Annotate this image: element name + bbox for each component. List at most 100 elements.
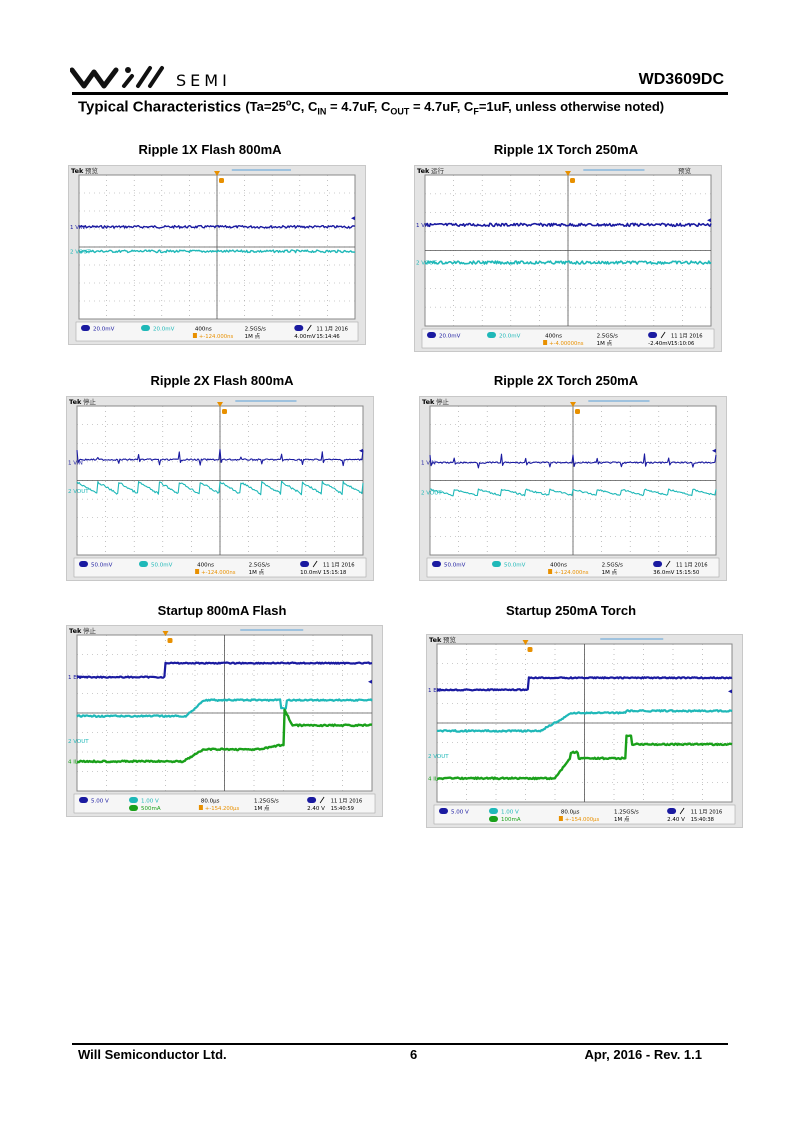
ch1-scale: 50.0mV [444,563,466,569]
offset-arrow [359,448,363,453]
ch4-badge [489,816,498,822]
channel-label: 2 VOUT [428,754,449,760]
scope-state-label: 停止 [83,626,97,635]
ch2-badge [492,561,501,567]
trigger-source-badge [307,797,317,803]
capture-date: 11 1月 2016 [331,798,363,805]
waveform-trace [436,734,733,781]
offset-arrow [728,689,732,694]
scope-mode-label: 预览 [678,166,692,175]
scope-brand-label: Tek [417,167,430,175]
offset-arrow [351,216,355,221]
scope-startup-flash: Tek 停止 1 EN 2 VOUT 4 IL 5.00 V 1.00 V 500mA 80.0… [66,625,383,817]
ch1-badge [79,561,88,567]
trigger-position-marker [217,402,223,407]
record-length: 1M 点 [254,805,270,812]
trigger-offset: +-124.000ns [199,334,234,340]
header-rule [72,92,728,95]
record-length: 1M 点 [245,333,261,340]
scope-brand-label: Tek [429,636,442,644]
horizontal-scale: 400ns [195,327,212,333]
horizontal-scale: 400ns [545,334,562,340]
ch2-scale: 20.0mV [153,327,175,333]
capture-time: 15:14:46 [316,334,339,340]
waveform-trace [76,661,373,679]
ch2-scale: 50.0mV [151,563,173,569]
plot-title-ripple-1x-torch: Ripple 1X Torch 250mA [493,142,639,157]
trigger-slope-icon [660,331,666,339]
waveform-trace [430,488,717,497]
sample-rate: 2.5GS/s [245,327,266,333]
sample-rate: 1.25GS/s [614,810,639,816]
ch4-badge [129,805,138,811]
trigger-position-marker [162,631,169,636]
footer-page-number: 6 [410,1047,418,1062]
waveform-trace [78,249,356,254]
ch1-badge [432,561,441,567]
trigger-slope-icon [312,560,318,568]
channel-label: 1 VIN [68,461,83,467]
trigger-level: 4.00mV [294,334,316,340]
horizontal-scale: 80.0μs [561,810,580,816]
trigger-offset-icon [195,569,200,574]
trigger-position-marker [570,402,576,407]
record-length: 1M 点 [597,340,613,347]
part-number: WD3609DC [638,71,724,88]
capture-date: 11 1月 2016 [316,326,348,333]
waveform-trace [424,222,712,228]
channel-label: 2 VOUT [416,261,437,267]
offset-arrow [368,679,372,684]
capture-time: 15:40:59 [331,806,354,812]
record-length: 1M 点 [614,816,630,823]
trigger-slope-icon [679,807,685,815]
trigger-position-marker [214,171,220,176]
scope-ripple-2x-flash: Tek 停止 1 VIN 2 VOUT 50.0mV 50.0mV 400ns 2.5GS/s… [66,396,374,581]
sample-rate: 2.5GS/s [597,334,618,340]
scope-ripple-2x-torch: Tek 停止 1 VIN 2 VOUT 50.0mV 50.0mV 400ns 2.5GS/s… [419,396,727,581]
trigger-slope-icon [665,560,671,568]
trigger-source-badge [653,561,663,567]
waveform-trace [436,709,733,733]
sample-rate: 2.5GS/s [602,563,623,569]
trigger-level-marker [167,638,173,643]
trigger-offset: +-124.000ns [554,570,589,576]
ch1-badge [439,808,448,814]
sample-rate: 2.5GS/s [249,563,270,569]
ch1-badge [79,797,88,803]
plot-title-ripple-2x-torch: Ripple 2X Torch 250mA [493,373,639,388]
ch2-badge [489,808,498,814]
trigger-slope-icon [306,324,312,332]
waveform-trace [436,676,733,692]
ch2-badge [139,561,148,567]
trigger-offset-icon [548,569,553,574]
trigger-source-badge [667,808,677,814]
scope-state-label: 运行 [431,166,445,175]
trigger-offset-icon [543,340,548,345]
channel-label: 2 VOUT [68,489,89,495]
channel-label: 2 VOUT [421,490,442,496]
readout-panel [73,793,376,814]
record-length: 1M 点 [249,569,265,576]
channel-label: 4 IL [428,776,439,782]
channel-label: 2 VOUT [70,249,91,255]
trigger-offset-icon [192,333,197,338]
scope-ripple-1x-torch: Tek 运行 预览 1 VIN 2 VOUT 20.0mV 20.0mV 400ns 2.5GS… [414,165,722,352]
scope-state-label: 停止 [436,397,450,406]
ch1-scale: 20.0mV [93,327,115,333]
company-logo [70,66,164,89]
waveform-trace [76,448,364,467]
sample-rate: 1.25GS/s [254,799,279,805]
scope-brand-label: Tek [69,398,82,406]
horizontal-scale: 400ns [550,563,567,569]
ch2-badge [487,332,496,338]
trigger-level: 2.40 V [667,817,685,823]
trigger-offset: +-4.00000ns [549,341,584,347]
trigger-position-marker [565,171,571,176]
ch1-scale: 5.00 V [451,810,469,816]
waveform-trace [76,480,364,496]
capture-date: 11 1月 2016 [323,562,355,569]
channel-label: 4 IL [68,759,79,765]
channel-label: 1 VIN [70,225,85,231]
ch2-badge [141,325,150,331]
offset-arrow [712,448,716,453]
